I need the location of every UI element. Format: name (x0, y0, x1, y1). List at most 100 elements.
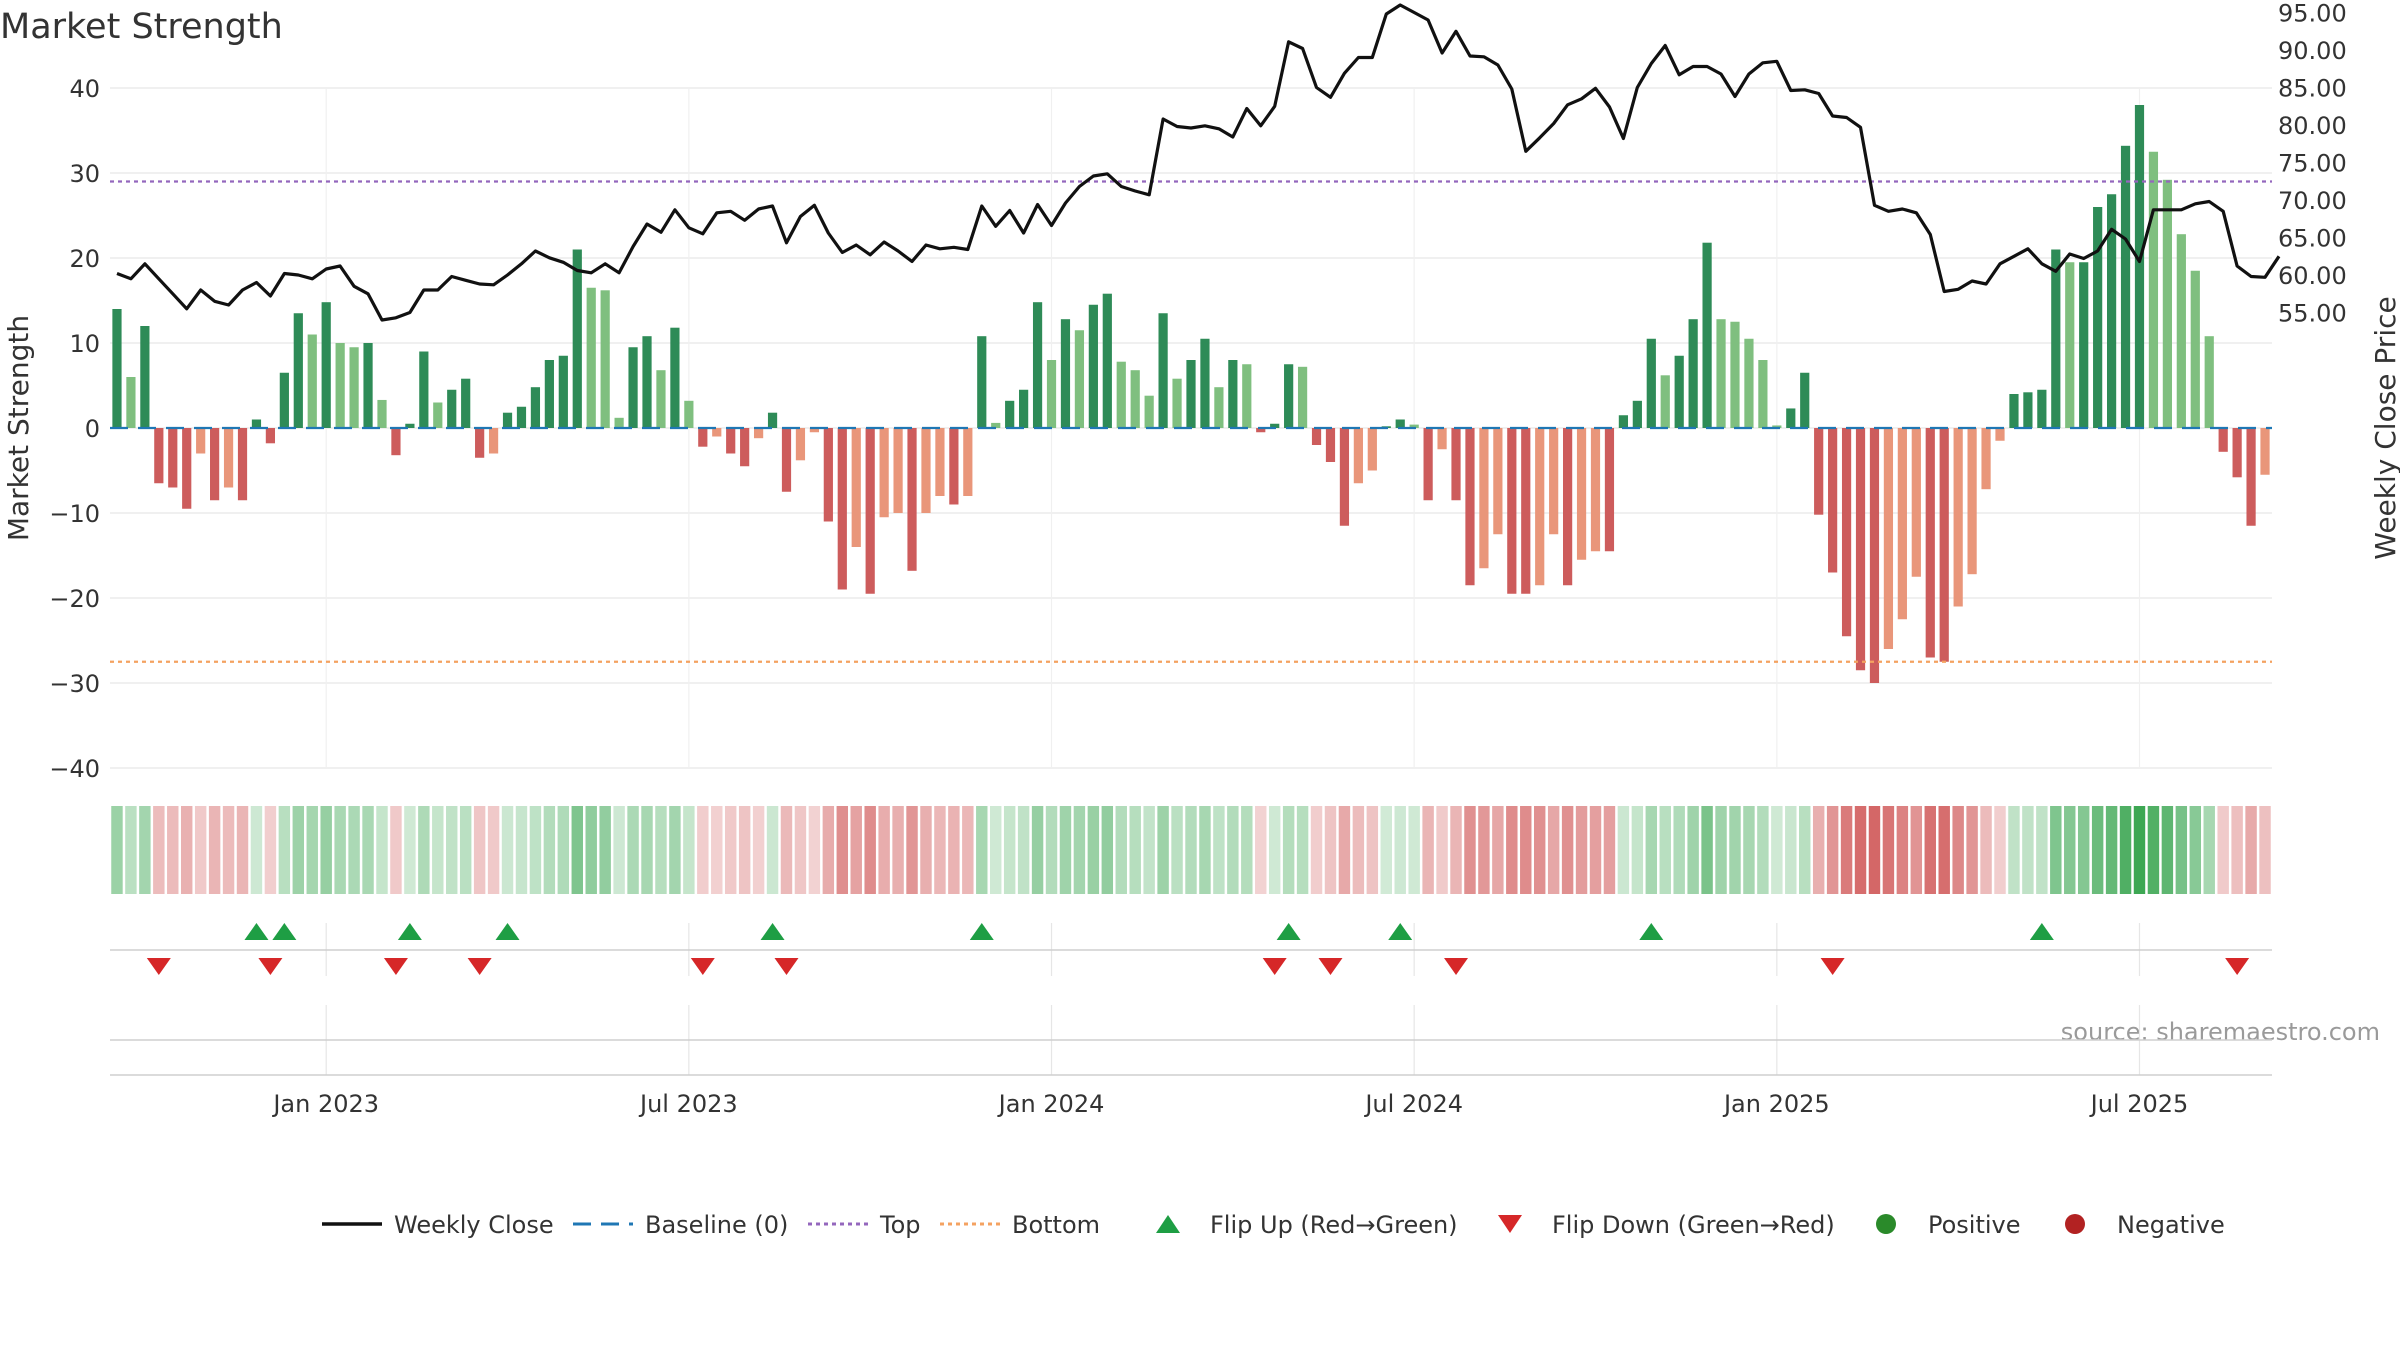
heat-cell (111, 806, 123, 894)
heat-cell (906, 806, 918, 894)
strength-bar (1981, 428, 1991, 490)
y-tick-label: 10 (69, 330, 100, 358)
heat-cell (1255, 806, 1267, 894)
heat-cell (236, 806, 249, 894)
strength-bar (1618, 415, 1629, 428)
strength-bar (670, 327, 680, 428)
strength-bar (516, 406, 527, 428)
heat-cell (2147, 806, 2160, 894)
flip-up-marker (969, 923, 994, 940)
strength-bar (530, 387, 541, 428)
strength-bar (1995, 428, 2005, 441)
strength-bar (1953, 428, 1963, 607)
heat-cell (1715, 806, 1727, 894)
heat-cell (1645, 806, 1658, 894)
strength-bar (363, 343, 373, 428)
heat-cell (1101, 806, 1114, 894)
heat-cell (697, 806, 709, 894)
strength-bar (488, 428, 499, 454)
strength-bar (1925, 428, 1935, 658)
legend-positive-icon (1876, 1214, 1896, 1234)
strength-bar (1353, 428, 1363, 484)
heat-cell (1129, 806, 1141, 894)
strength-bar (1130, 370, 1140, 428)
strength-bar (307, 334, 317, 428)
heat-cell (1157, 806, 1169, 894)
strength-bar (1186, 360, 1196, 428)
strength-bar (1088, 304, 1098, 428)
strength-bar (2051, 249, 2061, 428)
heat-cell (571, 806, 583, 894)
strength-bar (1297, 366, 1308, 428)
heat-cell (1296, 806, 1309, 894)
heat-cell (180, 806, 193, 894)
strength-bar (837, 428, 847, 590)
heat-cell (2189, 806, 2202, 894)
strength-bar (349, 347, 359, 428)
heat-cell (487, 806, 500, 894)
strength-bar (753, 428, 764, 439)
heat-cell (418, 806, 430, 894)
flip-down-marker (1318, 958, 1343, 975)
heat-cell (1561, 806, 1574, 894)
heat-cell (1701, 806, 1713, 894)
heat-cell (292, 806, 305, 894)
strength-bar (1855, 428, 1866, 671)
heat-cell (2022, 806, 2034, 894)
strength-bar (1074, 330, 1085, 428)
flip-up-marker (244, 923, 269, 940)
strength-bar (433, 402, 443, 428)
strength-bar (1423, 428, 1433, 501)
heat-cell (585, 806, 597, 894)
heat-cell (1812, 806, 1825, 894)
heat-cell (920, 806, 932, 894)
heat-cell (1366, 806, 1379, 894)
heat-cell (990, 806, 1002, 894)
flip-down-marker (146, 958, 171, 975)
heat-cell (1924, 806, 1936, 894)
heat-cell (822, 806, 835, 894)
strength-bar (1883, 428, 1894, 649)
strength-bar (1019, 389, 1029, 428)
strength-bar (656, 370, 666, 428)
y2-tick-label: 90.00 (2278, 37, 2347, 65)
strength-bar (1800, 372, 1810, 428)
heat-cell (1520, 806, 1532, 894)
legend-label: Flip Up (Red→Green) (1210, 1211, 1458, 1239)
heat-cell (1492, 806, 1504, 894)
heat-cell (1854, 806, 1867, 894)
strength-bar (2120, 145, 2131, 429)
strength-bar (265, 428, 276, 444)
strength-bar (1828, 428, 1838, 573)
heat-cell (1394, 806, 1406, 894)
strength-bar (572, 249, 582, 428)
weekly-close-line (116, 3, 2281, 322)
flip-down-marker (2225, 958, 2250, 975)
y2-tick-label: 70.00 (2278, 187, 2347, 215)
legend-item: Flip Up (Red→Green) (1156, 1211, 1458, 1239)
heat-cell (1380, 806, 1392, 894)
heat-cell (808, 806, 821, 894)
heat-cell (850, 806, 862, 894)
heat-cell (278, 806, 291, 894)
heat-cell (2036, 806, 2048, 894)
heat-cell (1506, 806, 1518, 894)
y-tick-label: −20 (49, 585, 100, 613)
strength-bar (168, 428, 178, 488)
strength-bar (2232, 428, 2242, 478)
y2-tick-label: 75.00 (2278, 150, 2347, 178)
y2-tick-label: 60.00 (2278, 262, 2347, 290)
heat-cell (1757, 806, 1769, 894)
heat-cell (599, 806, 611, 894)
heat-cell (459, 806, 472, 894)
strength-bar (377, 399, 387, 428)
strength-bar (726, 428, 736, 454)
heat-cell (543, 806, 556, 894)
heat-cell (515, 806, 528, 894)
strength-bar (1702, 242, 1712, 428)
strength-bar (1911, 428, 1921, 577)
strength-bar (405, 423, 415, 428)
strength-bar (1869, 428, 1880, 683)
strength-bar (1604, 428, 1615, 552)
heat-cell (125, 806, 137, 894)
